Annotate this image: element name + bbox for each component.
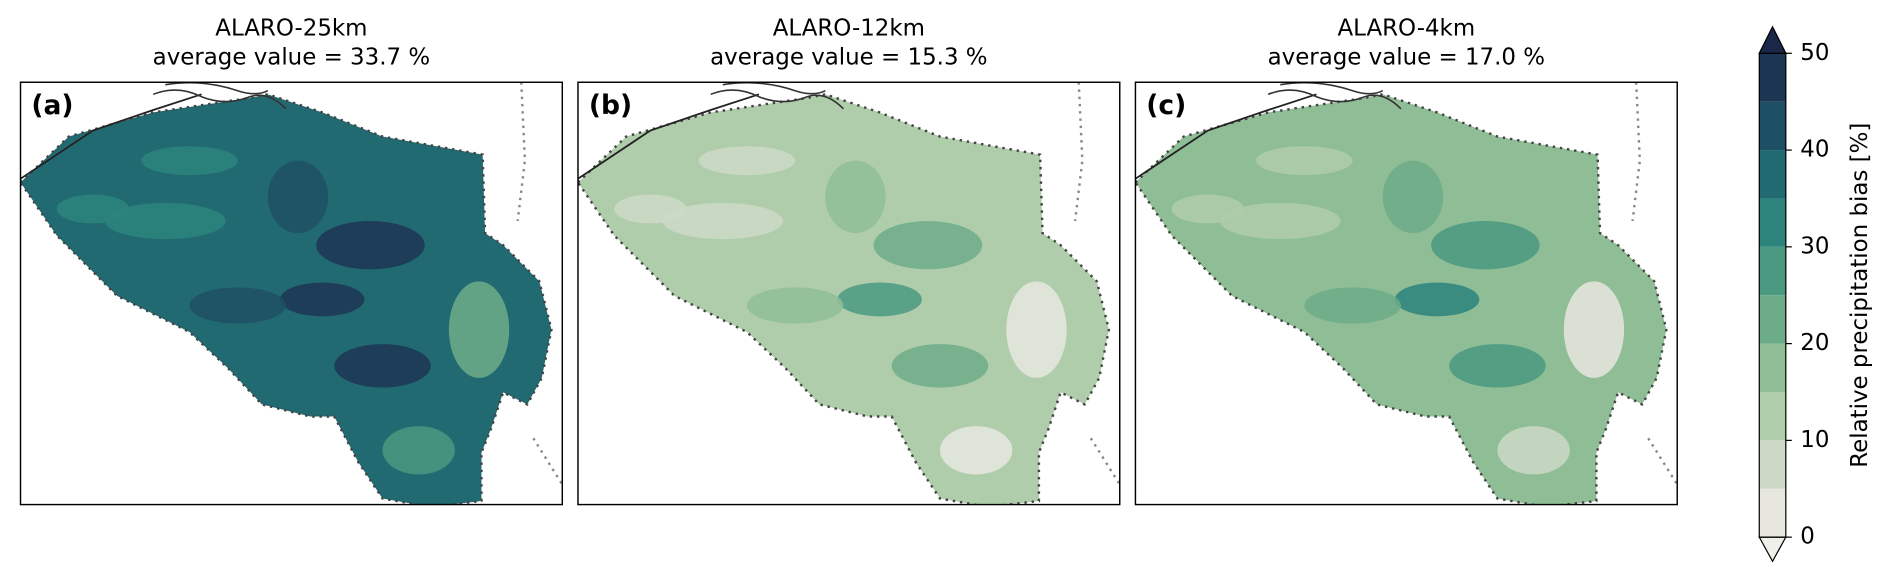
colorbar-tick-label: 30 xyxy=(1800,233,1829,259)
contour-patch xyxy=(104,202,226,240)
panel-subtitle: average value = 15.3 % xyxy=(710,45,987,71)
colorbar-under xyxy=(1758,536,1787,563)
contour-patch xyxy=(1171,194,1245,224)
contour-patch xyxy=(837,282,922,317)
colorbar-band xyxy=(1759,246,1786,296)
contour-patch xyxy=(1394,282,1480,317)
coastline xyxy=(1135,93,1317,180)
colorbar-tick-label: 50 xyxy=(1800,40,1829,66)
contour-patch xyxy=(1304,287,1401,324)
contour-patch xyxy=(873,221,983,270)
colorbar-over xyxy=(1758,25,1787,54)
panel-subtitle: average value = 17.0 % xyxy=(1268,45,1545,71)
map xyxy=(1135,82,1678,505)
colorbar-band xyxy=(1759,101,1786,151)
colorbar-tick-label: 20 xyxy=(1800,330,1829,356)
colorbar-tick-label: 10 xyxy=(1800,427,1829,453)
neighbour-border xyxy=(1073,82,1120,487)
contour-patch xyxy=(1563,281,1625,378)
contour-patch xyxy=(1256,146,1353,176)
contour-patch xyxy=(189,287,286,324)
neighbour-border xyxy=(516,82,563,487)
coastline xyxy=(20,93,202,180)
coastline xyxy=(577,93,760,180)
border xyxy=(1135,93,1668,505)
contour-patch xyxy=(1219,202,1341,240)
contour-patch xyxy=(1497,426,1570,475)
contour-patch xyxy=(1006,281,1067,378)
contour-patch xyxy=(939,426,1013,475)
panel-label: (c) xyxy=(1146,90,1186,121)
contour-patch xyxy=(1431,221,1540,270)
panel-title: ALARO-12km xyxy=(773,16,925,42)
colorbar-band xyxy=(1759,53,1786,102)
contour-patch xyxy=(448,281,510,378)
colorbar-band xyxy=(1759,440,1786,489)
contour-patch xyxy=(141,146,238,176)
colorbar-band xyxy=(1759,150,1786,199)
colorbar-band xyxy=(1759,488,1786,538)
colorbar-label: Relative precipitation bias [%] xyxy=(1847,123,1873,468)
neighbour-border xyxy=(1631,82,1678,487)
colorbar-band xyxy=(1759,391,1786,441)
contour-patch xyxy=(267,160,329,234)
panel-frame xyxy=(1134,81,1678,506)
contour-patch xyxy=(279,282,365,317)
map xyxy=(577,82,1120,505)
contour-patch xyxy=(662,202,784,240)
colorbar-tick-label: 40 xyxy=(1800,137,1829,163)
contour-patch xyxy=(614,194,687,224)
border xyxy=(577,93,1111,505)
contour-patch xyxy=(56,194,130,224)
colorbar-band xyxy=(1759,198,1786,247)
contour-patch xyxy=(382,426,455,475)
contour-patch xyxy=(334,344,431,388)
contour-patch xyxy=(698,146,796,176)
panel-title: ALARO-25km xyxy=(215,16,367,42)
contour-patch xyxy=(316,221,425,270)
contour-patch xyxy=(1382,160,1444,234)
contour-patch xyxy=(825,160,886,234)
panel-label: (a) xyxy=(31,90,73,121)
panel-title: ALARO-4km xyxy=(1338,16,1476,42)
colorbar-band xyxy=(1759,295,1786,344)
contour-patch xyxy=(891,344,989,388)
panel-label: (b) xyxy=(589,90,632,121)
panel-subtitle: average value = 33.7 % xyxy=(153,45,430,71)
panel-frame xyxy=(577,81,1121,506)
colorbar-frame xyxy=(1758,52,1787,538)
map xyxy=(20,82,563,505)
border xyxy=(20,93,553,505)
contour-patch xyxy=(746,287,844,324)
contour-patch xyxy=(1449,344,1546,388)
panel-frame xyxy=(19,81,564,506)
colorbar-band xyxy=(1759,343,1786,392)
colorbar-tick-label: 0 xyxy=(1800,524,1815,550)
